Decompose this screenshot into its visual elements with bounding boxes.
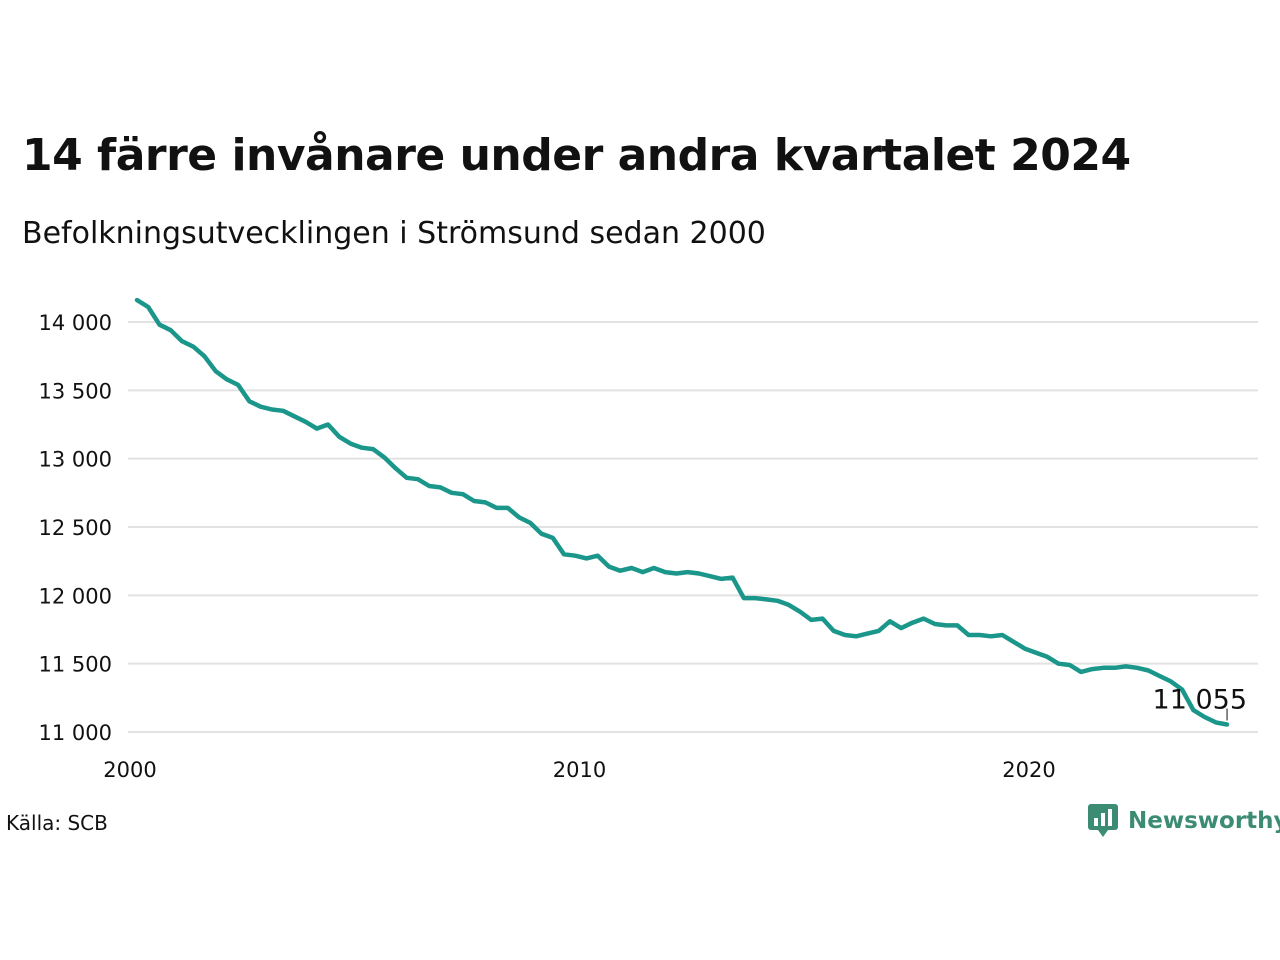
source-note: Källa: SCB [6,811,108,835]
y-tick-label: 11 000 [39,721,112,745]
newsworthy-logo-icon [1088,804,1118,837]
population-line [134,297,1230,727]
x-tick-label: 2020 [1002,758,1055,782]
y-tick-label: 12 500 [39,516,112,540]
newsworthy-logo: Newsworthy [1088,804,1280,838]
chart-title: 14 färre invånare under andra kvartalet … [22,130,1131,181]
x-tick-label: 2010 [553,758,606,782]
y-tick-label: 12 000 [39,584,112,608]
chart-subtitle: Befolkningsutvecklingen i Strömsund seda… [22,216,766,251]
y-tick-label: 11 500 [39,653,112,677]
x-tick-label: 2000 [103,758,156,782]
y-tick-label: 14 000 [39,311,112,335]
y-tick-label: 13 500 [39,379,112,403]
newsworthy-logo-text: Newsworthy [1128,808,1280,834]
end-value-label: 11 055 [1153,684,1247,715]
y-tick-label: 13 000 [39,448,112,472]
